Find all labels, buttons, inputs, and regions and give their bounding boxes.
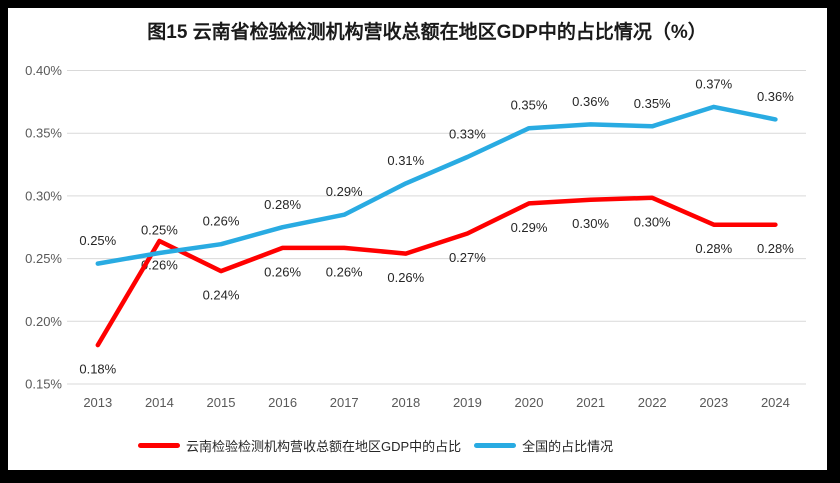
- data-label-yunnan: 0.30%: [634, 214, 671, 229]
- x-axis-tick-label: 2019: [453, 395, 482, 410]
- data-label-national: 0.35%: [511, 98, 548, 113]
- x-axis-tick-label: 2022: [638, 395, 667, 410]
- legend-label-national: 全国的占比情况: [522, 438, 614, 454]
- data-label-national: 0.28%: [264, 197, 301, 212]
- x-axis-tick-label: 2018: [391, 395, 420, 410]
- plot-background: [8, 8, 827, 470]
- y-axis-tick-labels: 0.40% 0.35% 0.30% 0.25% 0.20% 0.15%: [25, 63, 62, 392]
- x-axis-tick-label: 2024: [761, 395, 790, 410]
- series-line-national: [95, 104, 778, 266]
- x-axis-tick-label: 2013: [83, 395, 112, 410]
- data-label-yunnan: 0.29%: [511, 220, 548, 235]
- data-label-national: 0.26%: [203, 214, 240, 229]
- chart-title: 图15 云南省检验检测机构营收总额在地区GDP中的占比情况（%）: [147, 20, 706, 43]
- x-axis-tick-label: 2020: [515, 395, 544, 410]
- y-axis-tick-label: 0.15%: [25, 377, 62, 392]
- x-axis-tick-labels: 2013 2014 2015 2016 2017 2018 2019 2020 2021 2022…: [83, 395, 790, 410]
- data-label-yunnan: 0.27%: [449, 250, 486, 265]
- x-axis-tick-label: 2016: [268, 395, 297, 410]
- data-label-yunnan: 0.26%: [141, 258, 178, 273]
- data-label-national: 0.31%: [387, 153, 424, 168]
- x-axis-tick-label: 2023: [699, 395, 728, 410]
- data-label-national: 0.37%: [695, 76, 732, 91]
- y-axis-tick-label: 0.35%: [25, 126, 62, 141]
- y-axis-tick-label: 0.30%: [25, 188, 62, 203]
- data-label-yunnan: 0.24%: [203, 288, 240, 303]
- legend: 云南检验检测机构营收总额在地区GDP中的占比 全国的占比情况: [138, 436, 613, 454]
- y-axis-tick-label: 0.20%: [25, 314, 62, 329]
- x-axis-tick-label: 2021: [576, 395, 605, 410]
- data-label-yunnan: 0.28%: [757, 241, 794, 256]
- data-label-yunnan: 0.30%: [572, 216, 609, 231]
- series-lines: [95, 104, 778, 348]
- x-axis-tick-label: 2015: [207, 395, 236, 410]
- gridlines: [67, 70, 806, 385]
- data-label-national: 0.29%: [326, 184, 363, 199]
- data-label-yunnan: 0.26%: [326, 264, 363, 279]
- y-axis-tick-label: 0.25%: [25, 251, 62, 266]
- data-labels: 0.18% 0.26% 0.24% 0.26% 0.26% 0.26% 0.27% 0.29%…: [79, 76, 794, 376]
- data-label-national: 0.35%: [634, 96, 671, 111]
- y-axis-tick-label: 0.40%: [25, 63, 62, 78]
- data-label-national: 0.36%: [757, 89, 794, 104]
- legend-label-yunnan: 云南检验检测机构营收总额在地区GDP中的占比: [186, 438, 462, 454]
- data-label-yunnan: 0.28%: [695, 241, 732, 256]
- data-label-national: 0.25%: [79, 233, 116, 248]
- x-axis-tick-label: 2017: [330, 395, 359, 410]
- series-line-yunnan: [95, 195, 778, 348]
- data-label-national: 0.25%: [141, 222, 178, 237]
- data-label-national: 0.36%: [572, 94, 609, 109]
- x-axis-tick-label: 2014: [145, 395, 174, 410]
- legend-swatch-yunnan-line: [138, 442, 180, 448]
- data-label-national: 0.33%: [449, 127, 486, 142]
- data-label-yunnan: 0.26%: [264, 264, 301, 279]
- data-label-yunnan: 0.26%: [387, 270, 424, 285]
- data-label-yunnan: 0.18%: [79, 362, 116, 377]
- legend-swatch-national-line: [474, 442, 517, 448]
